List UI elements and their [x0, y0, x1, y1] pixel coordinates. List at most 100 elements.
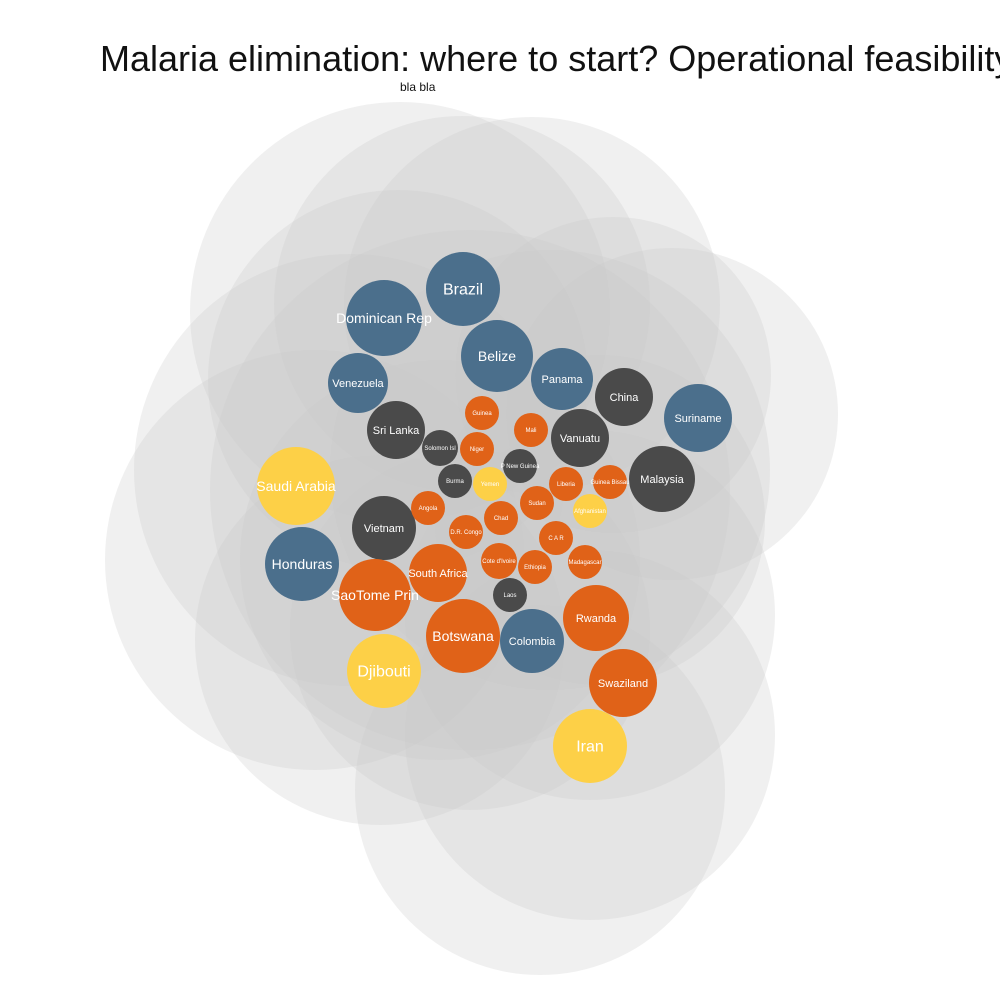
bubble-circle — [518, 550, 552, 584]
bubble-malaysia[interactable]: Malaysia — [629, 446, 695, 512]
bubble-label: Vanuatu — [560, 433, 600, 445]
bubble-circle — [531, 348, 593, 410]
bubble-mali[interactable]: Mali — [514, 413, 548, 447]
bubble-label: Angola — [419, 506, 438, 512]
bubble-solomon-isl[interactable]: Solomon Isl — [422, 430, 458, 466]
bubble-sri-lanka[interactable]: Sri Lanka — [367, 401, 425, 459]
bubble-madagascar[interactable]: Madagascar — [568, 545, 602, 579]
bubble-rwanda[interactable]: Rwanda — [563, 585, 629, 651]
bubble-circle — [493, 578, 527, 612]
bubble-suriname[interactable]: Suriname — [664, 384, 732, 452]
bubble-burma[interactable]: Burma — [438, 464, 472, 498]
bubble-chad[interactable]: Chad — [484, 501, 518, 535]
bubble-label: Guinea Bissau — [590, 480, 629, 486]
bubble-label: Laos — [503, 593, 516, 599]
bubble-sudan[interactable]: Sudan — [520, 486, 554, 520]
bubble-circle — [595, 368, 653, 426]
bubble-label: Sudan — [528, 501, 545, 507]
bubble-circle — [500, 609, 564, 673]
bubble-label: Swaziland — [598, 678, 648, 690]
bubble-honduras[interactable]: Honduras — [265, 527, 339, 601]
bubble-label: Solomon Isl — [424, 446, 455, 452]
bubble-circle — [514, 413, 548, 447]
bubble-yemen[interactable]: Yemen — [473, 467, 507, 501]
bubble-label: Guinea — [472, 411, 492, 417]
bubble-circle — [347, 634, 421, 708]
bubble-circle — [481, 543, 517, 579]
bubble-circle — [553, 709, 627, 783]
bubble-iran[interactable]: Iran — [553, 709, 627, 783]
bubble-guinea-bissau[interactable]: Guinea Bissau — [590, 465, 630, 499]
bubble-label: Djibouti — [357, 664, 410, 681]
bubble-south-africa[interactable]: South Africa — [408, 544, 469, 602]
bubble-circle — [589, 649, 657, 717]
bubble-p-new-guinea[interactable]: P New Guinea — [501, 449, 540, 483]
bubble-dominican-rep[interactable]: Dominican Rep — [336, 280, 432, 356]
bubble-venezuela[interactable]: Venezuela — [328, 353, 388, 413]
bubble-saotome-prin[interactable]: SaoTome Prin — [331, 559, 419, 631]
bubble-laos[interactable]: Laos — [493, 578, 527, 612]
bubble-circle — [449, 515, 483, 549]
bubble-label: Mali — [525, 428, 536, 434]
bubble-label: C A R — [548, 536, 564, 542]
bubble-saudi-arabia[interactable]: Saudi Arabia — [256, 447, 336, 525]
bubble-label: Saudi Arabia — [256, 478, 336, 494]
bubble-djibouti[interactable]: Djibouti — [347, 634, 421, 708]
bubble-label: Sri Lanka — [373, 425, 420, 437]
bubble-ethiopia[interactable]: Ethiopia — [518, 550, 552, 584]
bubble-label: Rwanda — [576, 613, 617, 625]
bubble-label: Chad — [494, 516, 508, 522]
bubble-layer: Brazil Dominican Rep Belize Venezuela Panama… — [256, 252, 732, 783]
bubble-circle — [520, 486, 554, 520]
bubble-swaziland[interactable]: Swaziland — [589, 649, 657, 717]
bubble-afghanistan[interactable]: Afghanistan — [573, 494, 607, 528]
bubble-label: Botswana — [432, 628, 494, 644]
bubble-label: Belize — [478, 348, 516, 364]
bubble-botswana[interactable]: Botswana — [426, 599, 500, 673]
bubble-brazil[interactable]: Brazil — [426, 252, 500, 326]
bubble-label: Venezuela — [332, 378, 384, 390]
bubble-label: Suriname — [674, 413, 721, 425]
bubble-circle — [664, 384, 732, 452]
bubble-panama[interactable]: Panama — [531, 348, 593, 410]
bubble-circle — [352, 496, 416, 560]
bubble-circle — [426, 252, 500, 326]
bubble-circle — [461, 320, 533, 392]
bubble-circle — [629, 446, 695, 512]
bubble-label: China — [610, 392, 640, 404]
bubble-liberia[interactable]: Liberia — [549, 467, 583, 501]
bubble-c-a-r[interactable]: C A R — [539, 521, 573, 555]
bubble-label: Brazil — [443, 282, 483, 299]
bubble-belize[interactable]: Belize — [461, 320, 533, 392]
bubble-angola[interactable]: Angola — [411, 491, 445, 525]
bubble-label: Cote d'Ivoire — [482, 559, 516, 565]
bubble-circle — [367, 401, 425, 459]
bubble-label: South Africa — [408, 568, 468, 580]
bubble-label: P New Guinea — [501, 464, 540, 470]
bubble-label: Iran — [576, 739, 604, 756]
bubble-circle — [484, 501, 518, 535]
bubble-label: Afghanistan — [574, 509, 606, 515]
bubble-label: Burma — [446, 479, 464, 485]
chart-title: Malaria elimination: where to start? Ope… — [100, 38, 1000, 79]
chart-subtitle: bla bla — [400, 80, 436, 94]
bubble-circle — [422, 430, 458, 466]
bubble-colombia[interactable]: Colombia — [500, 609, 564, 673]
bubble-guinea[interactable]: Guinea — [465, 396, 499, 430]
bubble-circle — [549, 467, 583, 501]
bubble-label: Yemen — [481, 482, 499, 488]
bubble-circle — [551, 409, 609, 467]
bubble-d-r-congo[interactable]: D.R. Congo — [449, 515, 483, 549]
bubble-cote-d-ivoire[interactable]: Cote d'Ivoire — [481, 543, 517, 579]
bubble-label: Ethiopia — [524, 565, 546, 571]
bubble-circle — [411, 491, 445, 525]
bubble-china[interactable]: China — [595, 368, 653, 426]
bubble-vanuatu[interactable]: Vanuatu — [551, 409, 609, 467]
bubble-vietnam[interactable]: Vietnam — [352, 496, 416, 560]
bubble-circle — [265, 527, 339, 601]
bubble-circle — [257, 447, 335, 525]
bubble-circle — [339, 559, 411, 631]
bubble-niger[interactable]: Niger — [460, 432, 494, 466]
